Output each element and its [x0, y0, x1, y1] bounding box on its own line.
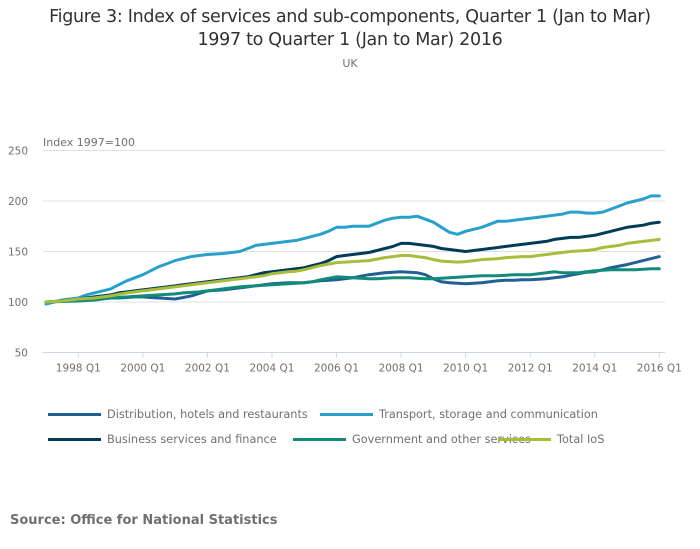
x-tick-label: 2012 Q1 [508, 363, 553, 375]
legend-item-business-services-and-finance[interactable]: Business services and finance [48, 433, 277, 446]
legend-label: Total IoS [557, 433, 605, 446]
x-tick-label: 2004 Q1 [249, 363, 294, 375]
legend-item-government-and-other-services[interactable]: Government and other services [293, 433, 531, 446]
legend-swatch [320, 413, 373, 416]
y-axis-unit-label: Index 1997=100 [43, 136, 135, 149]
x-tick-label: 2014 Q1 [572, 363, 617, 375]
legend-label: Distribution, hotels and restaurants [107, 408, 308, 421]
x-tick-label: 2008 Q1 [379, 363, 424, 375]
source-note: Source: Office for National Statistics [10, 513, 278, 528]
x-tick-label: 1998 Q1 [56, 363, 101, 375]
y-tick-label: 100 [8, 297, 28, 309]
legend-swatch [498, 438, 551, 441]
legend-label: Business services and finance [107, 433, 277, 446]
legend-swatch [48, 413, 101, 416]
legend-item-transport-storage-and-communication[interactable]: Transport, storage and communication [320, 408, 598, 421]
legend-swatch [293, 438, 346, 441]
x-tick-label: 2006 Q1 [314, 363, 359, 375]
x-tick-label: 2000 Q1 [120, 363, 165, 375]
x-axis: 1998 Q1 2000 Q1 2002 Q1 2004 Q1 2006 Q1 2008 … [56, 352, 682, 375]
line-chart: 50 100 150 200 250 Index 1997=100 1998 Q1 200… [8, 136, 682, 375]
y-tick-label: 250 [8, 146, 28, 158]
legend-item-total-ios[interactable]: Total IoS [498, 433, 604, 446]
chart-title: Figure 3: Index of services and sub-comp… [0, 6, 700, 52]
chart-title-line-2: 1997 to Quarter 1 (Jan to Mar) 2016 [197, 30, 503, 50]
x-tick-label: 2002 Q1 [185, 363, 230, 375]
gridlines [43, 150, 665, 353]
y-axis-ticks: 50 100 150 200 250 [8, 146, 28, 360]
series-line-transport-storage-and-communication [44, 194, 661, 306]
series-lines [44, 194, 661, 306]
legend-label: Government and other services [352, 433, 531, 446]
series-line-government-and-other-services [44, 267, 661, 304]
y-tick-label: 200 [8, 196, 28, 208]
y-tick-label: 50 [15, 348, 28, 360]
chart-subtitle: UK [342, 57, 358, 70]
legend-swatch [48, 438, 101, 441]
x-tick-label: 2016 Q1 [637, 363, 682, 375]
x-tick-label: 2010 Q1 [443, 363, 488, 375]
y-tick-label: 150 [8, 247, 28, 259]
chart-title-line-1: Figure 3: Index of services and sub-comp… [49, 7, 651, 27]
series-line-total-ios [44, 237, 661, 304]
legend-label: Transport, storage and communication [379, 408, 598, 421]
legend-item-distribution-hotels-and-restaurants[interactable]: Distribution, hotels and restaurants [48, 408, 308, 421]
